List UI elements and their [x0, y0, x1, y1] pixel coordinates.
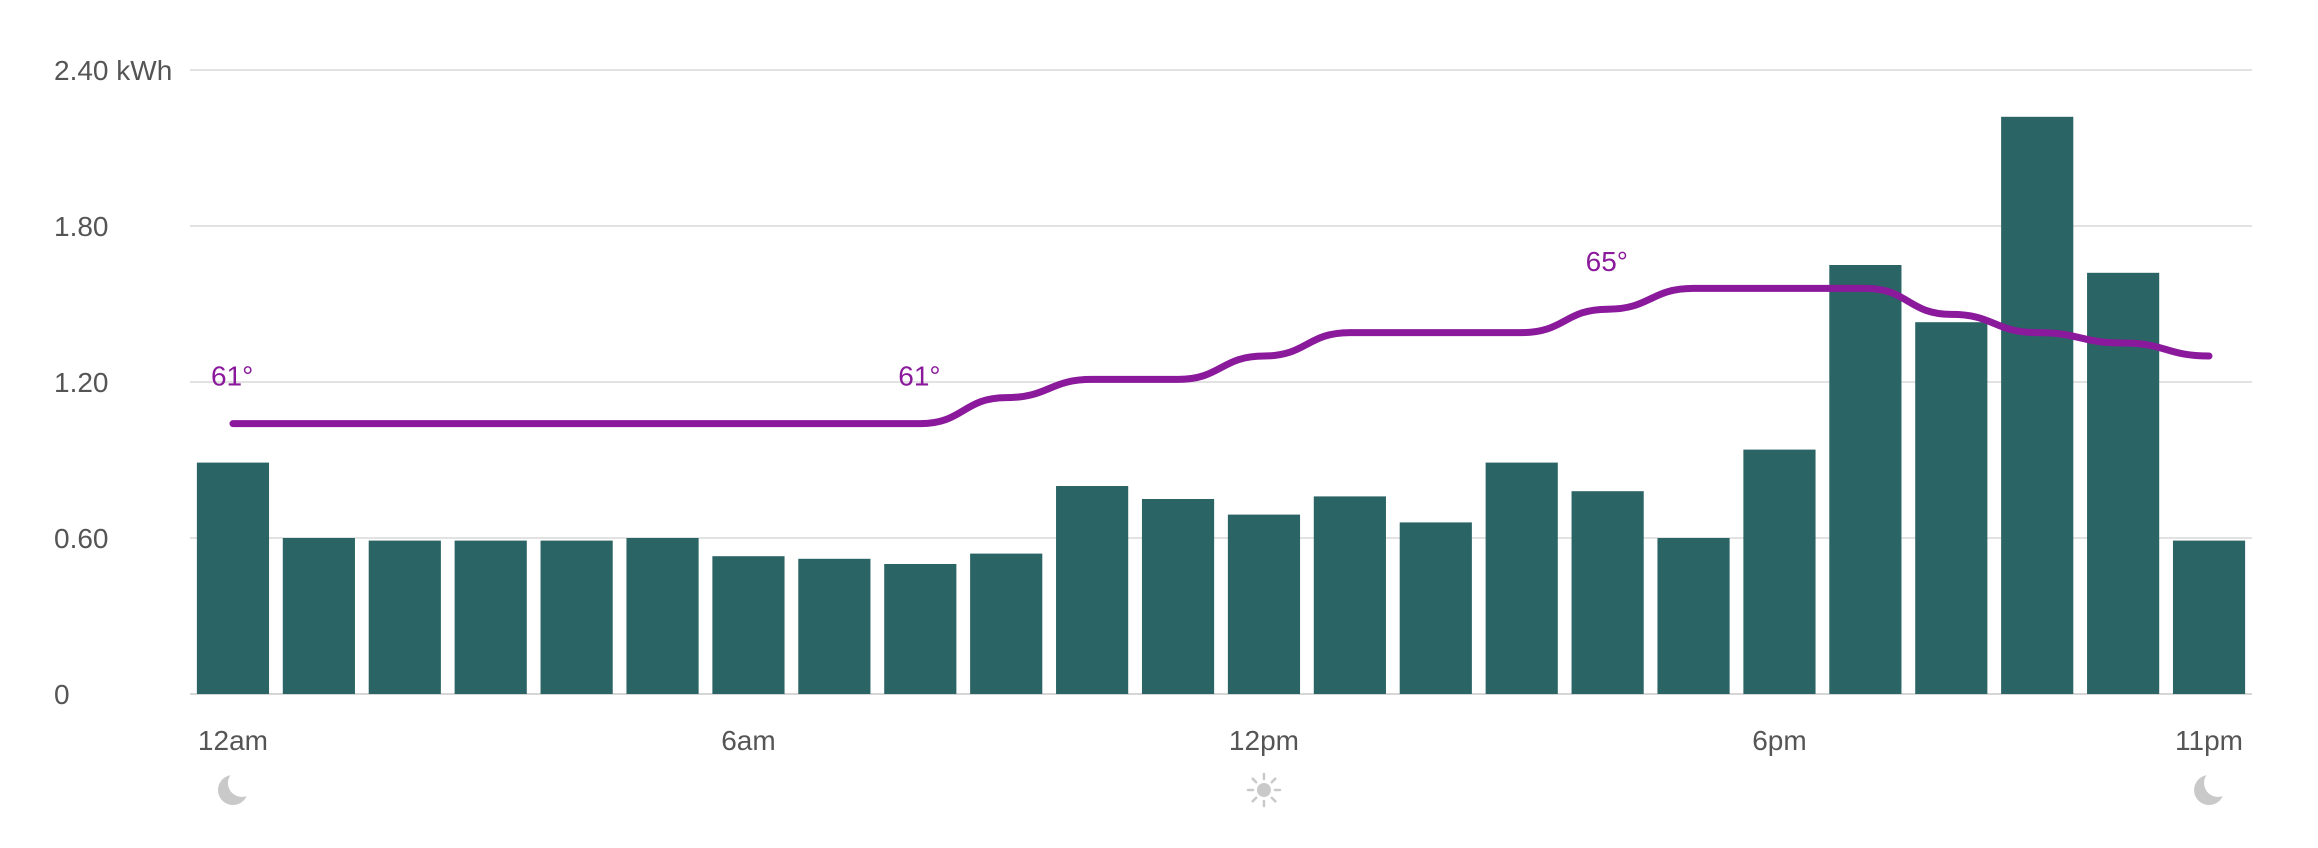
bar: [1829, 265, 1902, 694]
sun-icon-ray: [1270, 777, 1277, 784]
y-tick-label: 0: [54, 679, 70, 710]
bar: [1227, 514, 1301, 694]
bar: [1141, 499, 1215, 694]
bar: [368, 540, 441, 694]
bar: [1056, 486, 1129, 694]
moon-icon-cutout: [2204, 769, 2233, 797]
bar: [712, 556, 785, 694]
temperature-label: 61°: [898, 361, 940, 392]
bar: [454, 540, 527, 694]
bar: [798, 558, 871, 694]
sun-icon: [1246, 772, 1282, 808]
bar-series: [196, 116, 2246, 695]
sun-icon-disc: [1256, 783, 1271, 797]
y-tick-label: 1.80: [54, 211, 109, 242]
x-tick-label: 6pm: [1752, 725, 1806, 756]
x-tick-label: 12pm: [1229, 725, 1299, 756]
bar: [2172, 540, 2246, 694]
moon-icon: [217, 769, 256, 805]
y-axis: 0 0.60 1.20 1.80 2.40 kWh: [54, 55, 172, 710]
bar: [540, 540, 613, 694]
bar: [1915, 322, 1988, 694]
x-tick-label: 6am: [721, 725, 775, 756]
bar: [282, 538, 355, 694]
sun-icon-ray: [1251, 777, 1258, 784]
temperature-line-series: [229, 284, 2213, 428]
temperature-line: [229, 284, 2213, 428]
bar: [970, 553, 1043, 694]
temperature-label: 61°: [211, 361, 253, 392]
bar: [2087, 272, 2160, 694]
bar: [1743, 449, 1816, 694]
bar: [1485, 462, 1558, 694]
gridlines: [190, 69, 2252, 695]
x-tick-label: 11pm: [2175, 725, 2243, 756]
moon-icon: [2194, 769, 2233, 805]
y-tick-label: 0.60: [54, 523, 109, 554]
x-axis: 12am 6am 12pm 6pm 11pm: [198, 725, 2243, 808]
sun-icon-ray: [1251, 796, 1258, 803]
bar: [196, 462, 270, 694]
bar: [884, 564, 957, 694]
y-tick-label: 2.40 kWh: [54, 55, 172, 86]
sun-icon-ray: [1270, 796, 1277, 803]
moon-icon-cutout: [227, 769, 256, 797]
y-tick-label: 1.20: [54, 367, 109, 398]
bar: [2001, 116, 2074, 695]
bar: [1313, 496, 1386, 694]
bar: [1399, 522, 1472, 694]
temperature-label: 65°: [1586, 246, 1628, 277]
bar: [1571, 491, 1644, 694]
temperature-annotations: 61° 61° 65°: [211, 246, 1628, 391]
bar: [626, 538, 699, 694]
x-tick-label: 12am: [198, 725, 268, 756]
bar: [1657, 538, 1730, 694]
